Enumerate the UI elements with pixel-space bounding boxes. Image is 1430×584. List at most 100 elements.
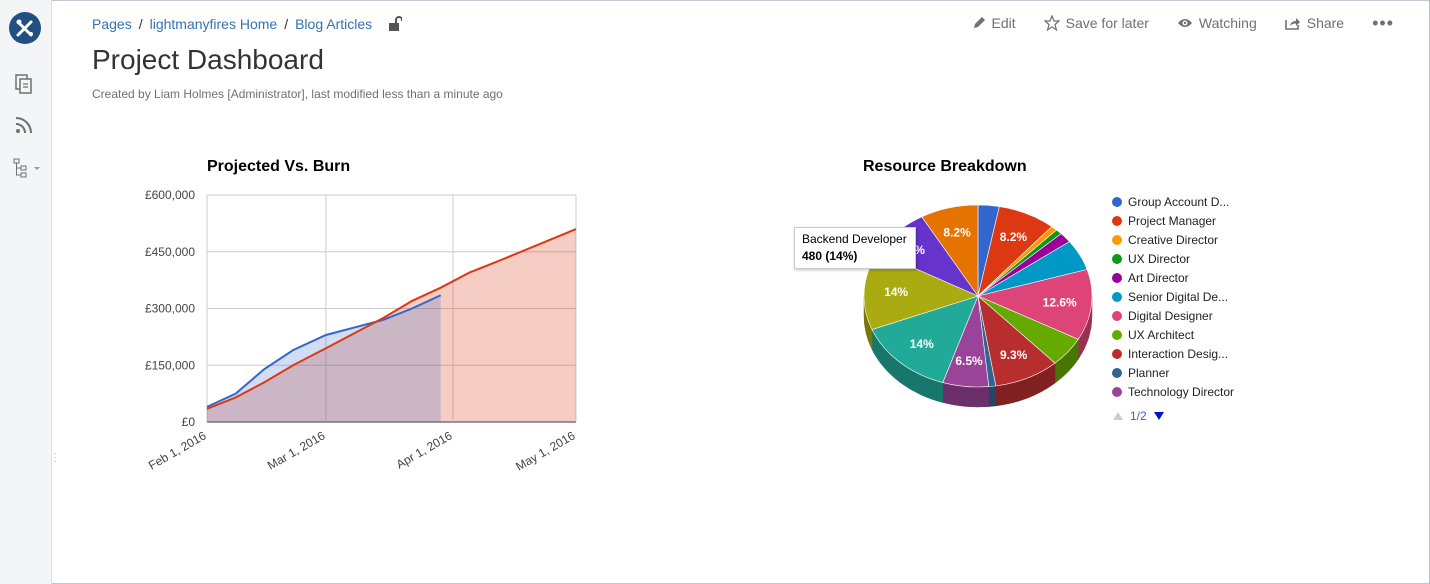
legend-swatch — [1112, 329, 1122, 340]
legend-swatch — [1112, 291, 1122, 302]
unlock-icon[interactable] — [388, 16, 403, 32]
legend-swatch — [1112, 348, 1122, 359]
share-label: Share — [1306, 15, 1345, 31]
page-up-icon — [1113, 412, 1123, 420]
pie-slice-side — [988, 385, 997, 407]
breadcrumb-separator: / — [284, 16, 289, 32]
save-for-later-button[interactable]: Save for later — [1043, 15, 1149, 31]
pie-slice[interactable] — [871, 295, 979, 383]
breadcrumb-separator: / — [138, 16, 143, 32]
legend-label: Art Director — [1128, 270, 1189, 285]
legend-swatch — [1112, 253, 1122, 264]
legend-swatch — [1112, 367, 1122, 378]
edit-label: Edit — [991, 15, 1016, 31]
legend-swatch — [1112, 215, 1122, 226]
y-tick-label: £150,000 — [145, 358, 195, 372]
chart-title: Resource Breakdown — [863, 158, 1027, 175]
series-line[interactable] — [206, 228, 577, 410]
area-chart: £0 £150,000 £300,000 £450,000 £600,000 Feb 1,… — [145, 188, 578, 474]
legend-label: Planner — [1128, 365, 1170, 380]
legend-item[interactable]: Creative Director — [1112, 230, 1234, 249]
legend-label: Technology Director — [1128, 384, 1235, 399]
pie-legend: Group Account D... Project Manager Creativ… — [1112, 192, 1234, 423]
legend-item[interactable]: Senior Digital De... — [1112, 287, 1234, 306]
pie-slice-label: 14% — [884, 285, 908, 299]
sidebar-resize-handle[interactable]: · · · — [54, 449, 57, 466]
chevron-down-icon — [34, 167, 40, 170]
share-button[interactable]: Share — [1284, 15, 1345, 31]
legend-label: Group Account D... — [1128, 194, 1230, 209]
x-tick-label: Apr 1, 2016 — [394, 428, 455, 471]
legend-item[interactable]: Planner — [1112, 363, 1234, 382]
sidebar — [0, 0, 52, 584]
legend-item[interactable]: Art Director — [1112, 268, 1234, 287]
legend-page-number: 1/2 — [1130, 409, 1147, 423]
tooltip-label: Backend Developer — [802, 232, 907, 246]
pie-slice-label: 6.5% — [955, 354, 983, 368]
y-tick-label: £300,000 — [145, 302, 195, 316]
series-area — [207, 229, 576, 422]
legend-item[interactable]: Technology Director — [1112, 382, 1234, 401]
save-for-later-label: Save for later — [1065, 15, 1149, 31]
pie-slice-label: 8.2% — [943, 226, 971, 240]
watching-label: Watching — [1198, 15, 1257, 31]
edit-button[interactable]: Edit — [972, 15, 1016, 31]
tooltip-value: 480 (14%) — [802, 249, 858, 263]
pie-slice-label: % — [914, 243, 925, 257]
pie-slice[interactable] — [921, 204, 979, 297]
legend-swatch — [1112, 310, 1122, 321]
legend-label: UX Director — [1128, 251, 1191, 266]
pie-chart: 8.2% 12.6% 9.3% 6.5% 14% 14%% 8.2% — [863, 204, 1093, 408]
watching-button[interactable]: Watching — [1177, 15, 1257, 31]
legend-item[interactable]: Digital Designer — [1112, 306, 1234, 325]
y-tick-label: £600,000 — [145, 188, 195, 202]
breadcrumb: Pages / lightmanyfires Home / Blog Artic… — [92, 16, 403, 32]
more-actions-button[interactable]: ••• — [1372, 13, 1394, 33]
breadcrumb-space-home[interactable]: lightmanyfires Home — [149, 16, 278, 32]
pie-slice[interactable] — [977, 269, 1093, 340]
legend-label: Digital Designer — [1128, 308, 1213, 323]
legend-item[interactable]: UX Director — [1112, 249, 1234, 268]
legend-item[interactable]: Interaction Desig... — [1112, 344, 1234, 363]
legend-item[interactable]: Group Account D... — [1112, 192, 1234, 211]
x-tools-icon — [16, 19, 33, 37]
y-tick-label: £0 — [182, 415, 196, 429]
legend-swatch — [1112, 386, 1122, 397]
chart-tooltip: Backend Developer 480 (14%) — [794, 227, 916, 269]
series-line[interactable] — [206, 294, 442, 408]
legend-label: Senior Digital De... — [1128, 289, 1229, 304]
breadcrumb-blog-articles[interactable]: Blog Articles — [295, 16, 373, 32]
legend-swatch — [1112, 196, 1122, 207]
star-icon — [1043, 15, 1060, 31]
breadcrumb-pages[interactable]: Pages — [92, 16, 132, 32]
x-tick-label: Mar 1, 2016 — [265, 428, 328, 472]
legend-item[interactable]: UX Architect — [1112, 325, 1234, 344]
confluence-logo[interactable] — [9, 12, 41, 44]
pie-slice-label: 14% — [910, 337, 934, 351]
chart-title: Projected Vs. Burn — [207, 158, 351, 175]
legend-label: Interaction Desig... — [1128, 346, 1229, 361]
legend-pager: 1/2 — [1112, 409, 1234, 423]
share-icon — [1284, 18, 1300, 30]
eye-icon — [1177, 19, 1192, 27]
legend-label: Project Manager — [1128, 213, 1217, 228]
page-title: Project Dashboard — [92, 44, 324, 75]
page-actions: Edit Save for later Watching Share ••• — [944, 13, 1395, 33]
page-down-icon[interactable] — [1153, 411, 1165, 421]
series-area — [207, 295, 441, 422]
page-byline: Created by Liam Holmes [Administrator], … — [92, 87, 503, 101]
legend-label: UX Architect — [1128, 327, 1195, 342]
rss-feed-icon[interactable] — [13, 114, 35, 136]
legend-swatch — [1112, 234, 1122, 245]
x-tick-label: Feb 1, 2016 — [146, 428, 209, 472]
y-tick-label: £450,000 — [145, 245, 195, 259]
legend-swatch — [1112, 272, 1122, 283]
pencil-icon — [973, 17, 985, 28]
pages-icon[interactable] — [13, 73, 35, 95]
pie-slice-label: 12.6% — [1043, 296, 1077, 310]
legend-item[interactable]: Project Manager — [1112, 211, 1234, 230]
pie-slice-label: 9.3% — [1000, 348, 1028, 362]
page-tree-icon[interactable] — [13, 157, 47, 179]
x-tick-label: May 1, 2016 — [513, 428, 577, 473]
pie-slice-label: 8.2% — [1000, 230, 1028, 244]
